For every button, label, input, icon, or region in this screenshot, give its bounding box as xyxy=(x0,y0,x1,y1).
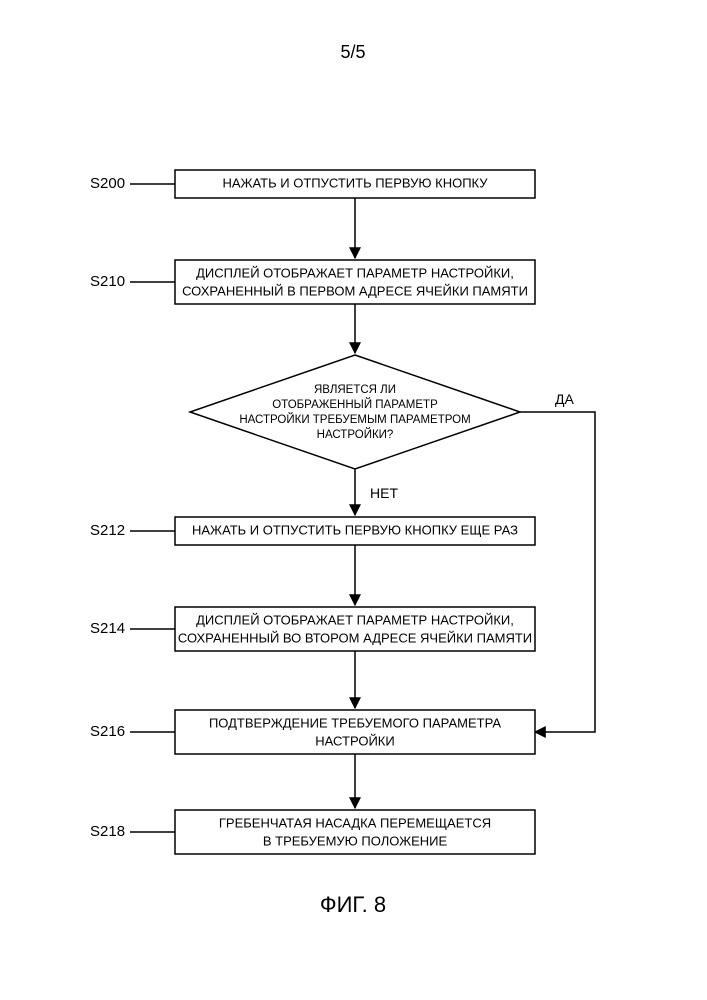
branch-yes-label: ДА xyxy=(555,391,574,407)
svg-text:НАЖАТЬ И ОТПУСТИТЬ ПЕРВУЮ КНОП: НАЖАТЬ И ОТПУСТИТЬ ПЕРВУЮ КНОПКУ xyxy=(222,175,488,190)
svg-text:В ТРЕБУЕМУЮ ПОЛОЖЕНИЕ: В ТРЕБУЕМУЮ ПОЛОЖЕНИЕ xyxy=(263,833,448,848)
svg-text:S216: S216 xyxy=(90,723,125,740)
svg-text:НАСТРОЙКИ ТРЕБУЕМЫМ ПАРАМЕТРОМ: НАСТРОЙКИ ТРЕБУЕМЫМ ПАРАМЕТРОМ xyxy=(239,413,470,426)
svg-text:НАСТРОЙКИ: НАСТРОЙКИ xyxy=(315,733,394,748)
page-number: 5/5 xyxy=(340,42,365,62)
decision-node: ЯВЛЯЕТСЯ ЛИ ОТОБРАЖЕННЫЙ ПАРАМЕТР НАСТРО… xyxy=(190,355,520,469)
svg-text:ДИСПЛЕЙ ОТОБРАЖАЕТ ПАРАМЕТР НА: ДИСПЛЕЙ ОТОБРАЖАЕТ ПАРАМЕТР НАСТРОЙКИ, xyxy=(196,265,514,280)
svg-text:СОХРАНЕННЫЙ ВО ВТОРОМ АДРЕСЕ Я: СОХРАНЕННЫЙ ВО ВТОРОМ АДРЕСЕ ЯЧЕЙКИ ПАМЯ… xyxy=(178,630,532,645)
svg-text:S214: S214 xyxy=(90,620,125,637)
svg-text:ОТОБРАЖЕННЫЙ ПАРАМЕТР: ОТОБРАЖЕННЫЙ ПАРАМЕТР xyxy=(272,398,438,411)
svg-text:НАЖАТЬ И ОТПУСТИТЬ ПЕРВУЮ КНОП: НАЖАТЬ И ОТПУСТИТЬ ПЕРВУЮ КНОПКУ ЕЩЕ РАЗ xyxy=(192,522,518,537)
step-s212: НАЖАТЬ И ОТПУСТИТЬ ПЕРВУЮ КНОПКУ ЕЩЕ РАЗ… xyxy=(90,517,535,545)
flowchart: НАЖАТЬ И ОТПУСТИТЬ ПЕРВУЮ КНОПКУ S200 ДИ… xyxy=(90,170,595,854)
step-s214: ДИСПЛЕЙ ОТОБРАЖАЕТ ПАРАМЕТР НАСТРОЙКИ, С… xyxy=(90,607,535,651)
edge-decision-yes xyxy=(520,412,595,732)
svg-text:S212: S212 xyxy=(90,522,125,539)
figure-caption: ФИГ. 8 xyxy=(320,892,386,917)
svg-text:НАСТРОЙКИ?: НАСТРОЙКИ? xyxy=(317,428,394,441)
svg-text:ПОДТВЕРЖДЕНИЕ ТРЕБУЕМОГО ПАРАМ: ПОДТВЕРЖДЕНИЕ ТРЕБУЕМОГО ПАРАМЕТРА xyxy=(209,715,501,730)
step-s218: ГРЕБЕНЧАТАЯ НАСАДКА ПЕРЕМЕЩАЕТСЯ В ТРЕБУ… xyxy=(90,810,535,854)
svg-text:ГРЕБЕНЧАТАЯ НАСАДКА ПЕРЕМЕЩАЕТ: ГРЕБЕНЧАТАЯ НАСАДКА ПЕРЕМЕЩАЕТСЯ xyxy=(219,815,491,830)
svg-text:S218: S218 xyxy=(90,823,125,840)
step-s200: НАЖАТЬ И ОТПУСТИТЬ ПЕРВУЮ КНОПКУ S200 xyxy=(90,170,535,198)
step-s210: ДИСПЛЕЙ ОТОБРАЖАЕТ ПАРАМЕТР НАСТРОЙКИ, С… xyxy=(90,260,535,304)
step-s216: ПОДТВЕРЖДЕНИЕ ТРЕБУЕМОГО ПАРАМЕТРА НАСТР… xyxy=(90,710,535,754)
svg-text:ЯВЛЯЕТСЯ ЛИ: ЯВЛЯЕТСЯ ЛИ xyxy=(314,384,396,396)
svg-text:S210: S210 xyxy=(90,273,125,290)
svg-text:ДИСПЛЕЙ ОТОБРАЖАЕТ ПАРАМЕТР НА: ДИСПЛЕЙ ОТОБРАЖАЕТ ПАРАМЕТР НАСТРОЙКИ, xyxy=(196,612,514,627)
branch-no-label: НЕТ xyxy=(370,485,398,501)
svg-text:S200: S200 xyxy=(90,175,125,192)
svg-text:СОХРАНЕННЫЙ В ПЕРВОМ АДРЕСЕ ЯЧ: СОХРАНЕННЫЙ В ПЕРВОМ АДРЕСЕ ЯЧЕЙКИ ПАМЯТ… xyxy=(182,283,528,298)
